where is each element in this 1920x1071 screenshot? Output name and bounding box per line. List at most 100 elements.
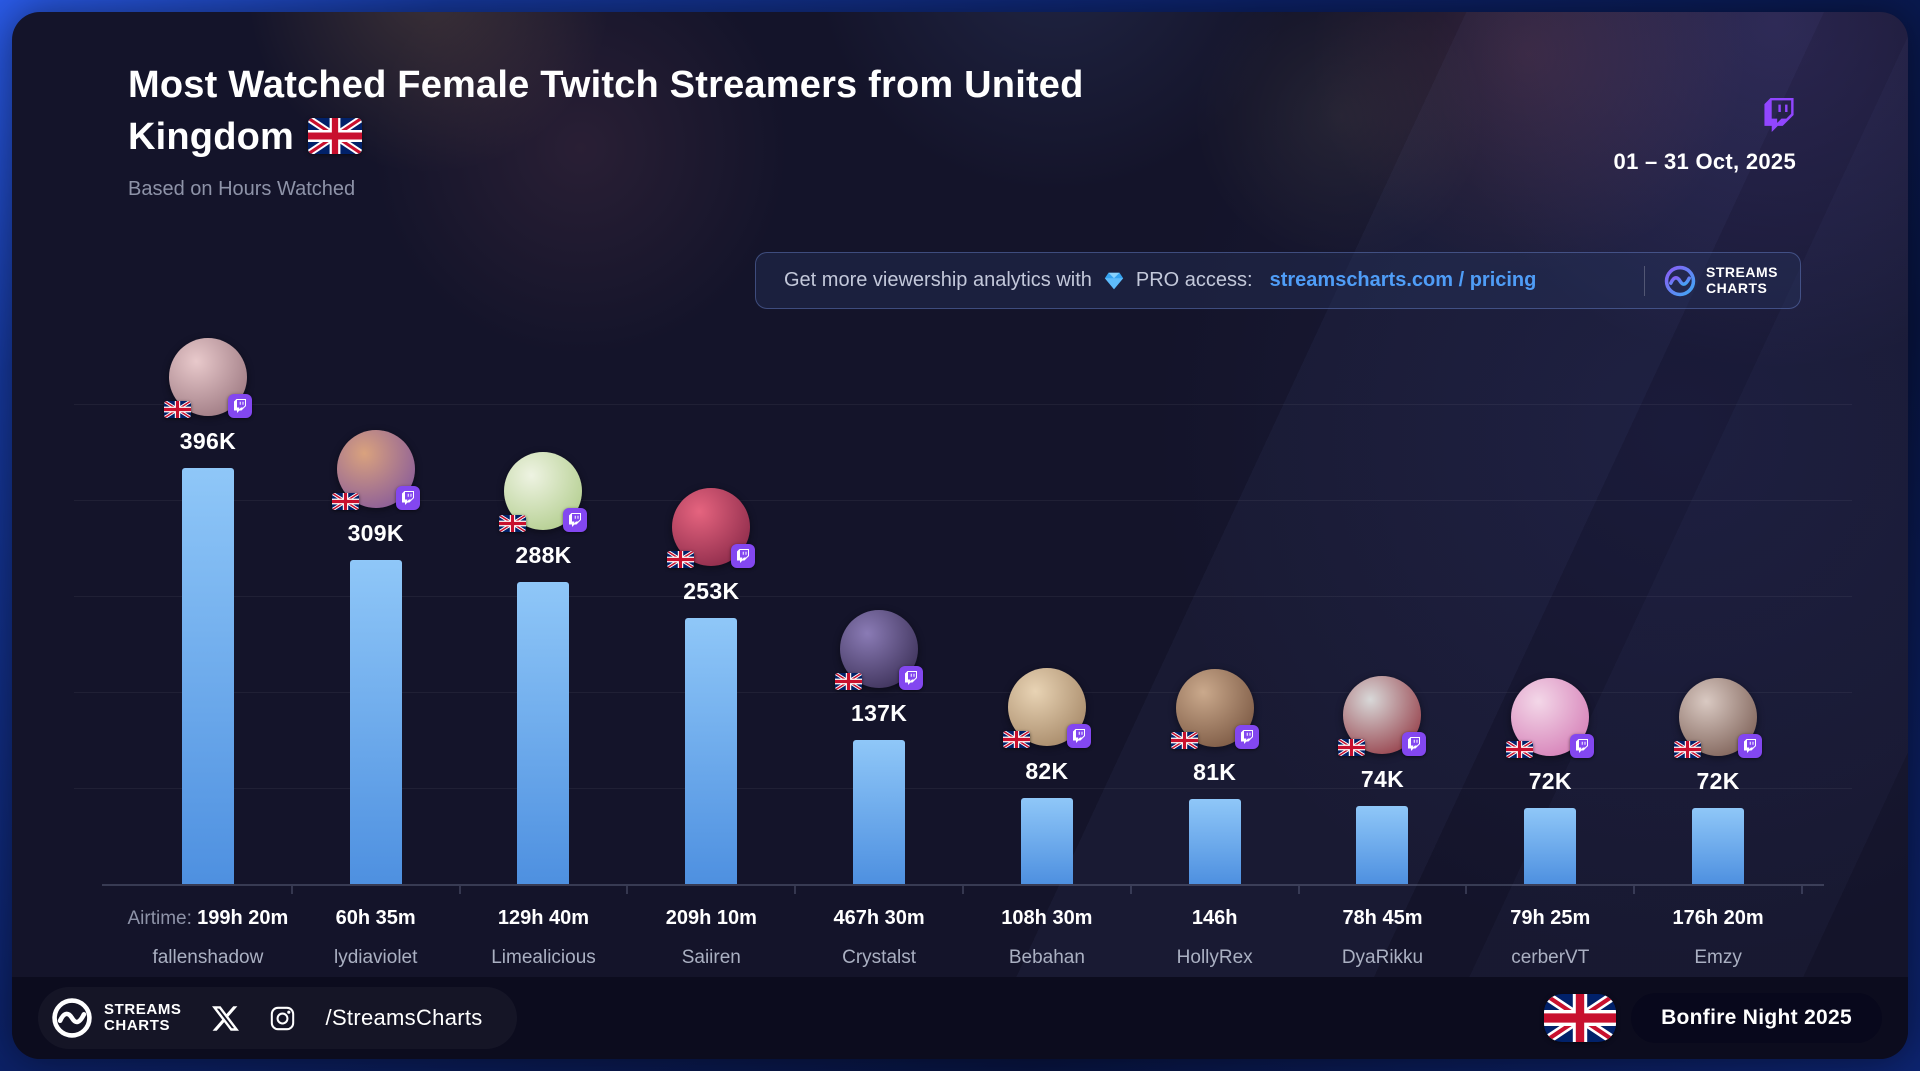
bar	[1188, 799, 1241, 884]
bar	[1356, 806, 1409, 884]
event-badge: Bonfire Night 2025	[1631, 993, 1882, 1043]
bar	[1692, 808, 1745, 884]
hours-watched-value: 288K	[515, 542, 572, 568]
hours-watched-value: 74K	[1360, 766, 1405, 792]
airtime-label: Airtime: 199h 20m	[127, 907, 288, 930]
instagram-icon[interactable]	[269, 1005, 296, 1032]
streamer-avatar	[169, 338, 252, 418]
uk-flag-icon	[308, 118, 362, 154]
bar-stack: 82K	[1008, 309, 1091, 884]
uk-flag-badge-icon	[667, 551, 694, 568]
bar-stack: 74K	[1343, 309, 1427, 884]
streamer-name: lydiaviolet	[333, 947, 418, 968]
twitch-badge-icon	[1066, 724, 1091, 748]
streamer-name: Bebahan	[1008, 947, 1085, 968]
streams-charts-logo: STREAMS CHARTS	[1663, 264, 1778, 298]
twitch-badge-icon	[899, 666, 924, 690]
bar-stack: 253K	[672, 309, 756, 884]
uk-flag-badge-icon	[835, 673, 862, 690]
hours-watched-value: 72K	[1528, 768, 1572, 794]
streamer-column: 72K 79h 25m cerberVT	[1466, 309, 1635, 969]
pro-diamond-icon	[1104, 272, 1124, 289]
bar	[1020, 798, 1073, 884]
airtime-value: 199h 20m	[197, 907, 289, 929]
streamer-name: Limealicious	[491, 947, 596, 968]
streamer-column: 137K 467h 30m Crystalst	[795, 309, 964, 969]
twitch-badge-icon	[1738, 734, 1763, 758]
streamer-avatar	[1008, 668, 1091, 748]
uk-flag-badge-icon	[1171, 732, 1198, 749]
streamer-column: 396K Airtime: 199h 20m fallenshadow	[124, 309, 293, 969]
divider	[1644, 265, 1646, 296]
streamer-avatar	[337, 430, 420, 510]
bar-stack: 81K	[1176, 309, 1259, 884]
uk-flag-badge-icon	[1338, 739, 1365, 756]
page-title: Most Watched Female Twitch Streamers fro…	[128, 64, 1084, 158]
hours-watched-value: 253K	[683, 578, 740, 604]
streamer-name: cerberVT	[1511, 947, 1590, 968]
streams-charts-wordmark: STREAMS CHARTS	[1706, 263, 1778, 296]
twitch-badge-icon	[563, 508, 588, 532]
uk-flag-badge-icon	[1674, 741, 1701, 758]
streamer-name: fallenshadow	[152, 947, 264, 968]
hours-watched-value: 309K	[347, 520, 404, 546]
airtime-label: 146h	[1192, 907, 1238, 930]
uk-flag-badge-icon	[499, 515, 526, 532]
pricing-link[interactable]: streamscharts.com / pricing	[1269, 269, 1537, 291]
promo-text-group: Get more viewership analytics with PRO a…	[784, 269, 1536, 292]
airtime-label: 60h 35m	[336, 907, 416, 930]
airtime-label: 108h 30m	[1001, 907, 1092, 930]
x-twitter-icon[interactable]	[211, 1005, 239, 1032]
bar	[1524, 808, 1577, 884]
bar-stack: 72K	[1511, 309, 1595, 884]
footer-wordmark: STREAMS CHARTS	[104, 1000, 182, 1034]
bar	[181, 468, 234, 884]
hours-watched-value: 396K	[179, 428, 236, 454]
bar	[517, 582, 570, 884]
twitch-badge-icon	[395, 486, 420, 510]
hours-watched-value: 137K	[850, 700, 908, 726]
streamer-name: HollyRex	[1176, 947, 1253, 968]
streamer-avatar	[504, 452, 588, 532]
uk-flag-badge-icon	[1506, 741, 1533, 758]
streamer-column: 288K 129h 40m Limealicious	[460, 309, 629, 969]
airtime-value: 209h 10m	[665, 907, 757, 929]
uk-flag-badge-icon	[332, 493, 359, 510]
pro-access-banner: Get more viewership analytics with PRO a…	[755, 252, 1801, 309]
streams-charts-mark-icon	[52, 998, 92, 1038]
bar	[349, 560, 402, 884]
airtime-value: 79h 25m	[1510, 907, 1591, 929]
airtime-label: 467h 30m	[834, 907, 925, 930]
streamer-avatar	[1511, 678, 1595, 758]
hours-watched-value: 82K	[1025, 758, 1069, 784]
twitch-badge-icon	[227, 394, 252, 418]
header-title-block: Most Watched Female Twitch Streamers fro…	[128, 60, 1148, 201]
promo-lead-text: Get more viewership analytics with	[784, 269, 1092, 291]
airtime-value: 78h 45m	[1342, 907, 1423, 929]
uk-flag-icon	[1544, 994, 1616, 1042]
promo-pro-text: PRO access:	[1135, 269, 1253, 291]
bar-stack: 309K	[337, 309, 420, 884]
streamer-name: Saiiren	[681, 947, 741, 968]
streamer-name: DyaRikku	[1341, 947, 1424, 968]
twitch-badge-icon	[731, 544, 756, 568]
airtime-label: 78h 45m	[1342, 907, 1422, 930]
footer-social-group: STREAMS CHARTS /StreamsCharts	[38, 987, 517, 1049]
footer-bar: STREAMS CHARTS /StreamsCharts Bonfire Ni…	[12, 977, 1908, 1059]
chart-subtitle: Based on Hours Watched	[128, 178, 356, 201]
bar-stack: 288K	[504, 309, 588, 884]
airtime-value: 467h 30m	[833, 907, 925, 929]
streamer-avatar	[672, 488, 756, 568]
footer-event-group: Bonfire Night 2025	[1544, 993, 1882, 1043]
bar	[685, 618, 738, 884]
footer-streams-charts-logo: STREAMS CHARTS	[50, 996, 182, 1040]
streamer-name: Crystalst	[842, 947, 917, 968]
twitch-badge-icon	[1570, 734, 1595, 758]
twitch-badge-icon	[1402, 732, 1427, 756]
streamer-column: 253K 209h 10m Saiiren	[627, 309, 796, 969]
airtime-value: 146h	[1191, 907, 1238, 929]
promo-brand-group: STREAMS CHARTS	[1644, 264, 1778, 298]
twitch-badge-icon	[1234, 725, 1259, 749]
social-handle[interactable]: /StreamsCharts	[325, 1005, 483, 1030]
streamer-column: 72K 176h 20m Emzy	[1634, 309, 1803, 969]
